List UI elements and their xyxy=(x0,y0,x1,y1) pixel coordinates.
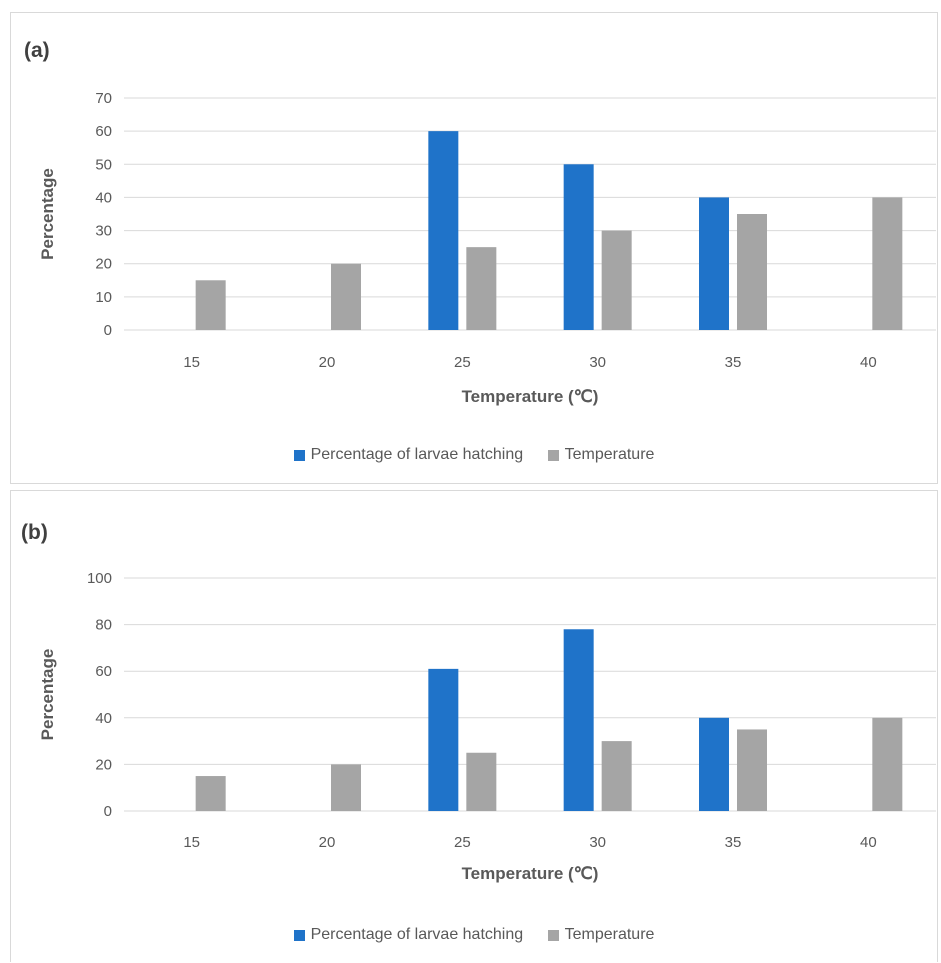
y-tick-label: 40 xyxy=(95,710,112,727)
x-tick-label: 35 xyxy=(725,834,742,851)
legend: Percentage of larvae hatching Temperatur… xyxy=(11,446,937,466)
bar-temperature xyxy=(872,717,903,811)
chart-panel-b: (b) 0 20 40 60 80 100 15 20 25 30 35 40 Temperature … xyxy=(10,490,938,962)
x-tick-label: 35 xyxy=(725,354,742,371)
bar-temperature xyxy=(601,230,632,330)
x-tick-label: 25 xyxy=(454,354,471,371)
bar-temperature xyxy=(331,263,361,330)
legend-item-temperature: Temperature xyxy=(547,926,655,944)
chart-panel-a: (a) 0 10 20 30 40 50 60 70 15 20 25 30 35 40 Temperatu… xyxy=(10,12,938,484)
legend-item-hatching: Percentage of larvae hatching xyxy=(293,446,524,464)
bar-larvae-hatching xyxy=(563,629,594,811)
y-tick-label: 0 xyxy=(104,803,112,820)
y-tick-label: 60 xyxy=(95,123,112,140)
legend-swatch-gray xyxy=(547,449,559,461)
x-tick-label: 30 xyxy=(589,354,606,371)
x-tick-label: 20 xyxy=(319,354,336,371)
panel-label: (b) xyxy=(21,521,48,544)
bar-temperature xyxy=(601,741,632,811)
bar-temperature xyxy=(737,729,767,811)
x-tick-label: 20 xyxy=(319,834,336,851)
legend-item-hatching: Percentage of larvae hatching xyxy=(293,926,524,944)
bar-temperature xyxy=(195,776,226,811)
x-tick-label: 25 xyxy=(454,834,471,851)
legend-label: Temperature xyxy=(564,926,655,943)
bar-larvae-hatching xyxy=(428,668,459,811)
y-tick-label: 70 xyxy=(95,90,112,107)
panel-label: (a) xyxy=(24,39,50,62)
legend-swatch-gray xyxy=(547,929,559,941)
x-tick-label: 40 xyxy=(860,354,877,371)
legend-label: Percentage of larvae hatching xyxy=(310,926,524,943)
bar-larvae-hatching xyxy=(699,717,729,811)
bar-temperature xyxy=(872,197,903,330)
bar-temperature xyxy=(331,764,361,811)
y-tick-label: 40 xyxy=(95,189,112,206)
x-axis-title: Temperature (℃) xyxy=(462,864,599,883)
bar-temperature xyxy=(466,247,497,330)
bar-chart-b: 0 20 40 60 80 100 15 20 25 30 35 40 Temperature (℃) P… xyxy=(38,570,936,883)
x-tick-label: 30 xyxy=(589,834,606,851)
y-tick-label: 80 xyxy=(95,617,112,634)
legend-swatch-blue xyxy=(293,929,305,941)
legend-label: Temperature xyxy=(564,446,655,463)
legend: Percentage of larvae hatching Temperatur… xyxy=(11,926,937,946)
y-tick-label: 20 xyxy=(95,756,112,773)
x-axis-title: Temperature (℃) xyxy=(462,387,599,406)
x-tick-label: 15 xyxy=(183,354,200,371)
bar-temperature xyxy=(737,214,767,330)
y-tick-label: 0 xyxy=(104,322,112,339)
bar-temperature xyxy=(466,752,497,811)
bar-larvae-hatching xyxy=(699,197,729,330)
y-tick-label: 100 xyxy=(87,570,112,587)
legend-label: Percentage of larvae hatching xyxy=(310,446,524,463)
y-axis-title: Percentage xyxy=(38,649,57,741)
legend-swatch-blue xyxy=(293,449,305,461)
bar-larvae-hatching xyxy=(428,131,459,330)
y-tick-label: 30 xyxy=(95,223,112,240)
bar-temperature xyxy=(195,280,226,330)
y-axis-title: Percentage xyxy=(38,168,57,260)
legend-item-temperature: Temperature xyxy=(547,446,655,464)
x-tick-label: 40 xyxy=(860,834,877,851)
bar-chart-a: 0 10 20 30 40 50 60 70 15 20 25 30 35 40 Temperature (… xyxy=(38,90,936,406)
y-tick-label: 20 xyxy=(95,256,112,273)
y-tick-label: 50 xyxy=(95,156,112,173)
y-tick-label: 10 xyxy=(95,289,112,306)
y-tick-label: 60 xyxy=(95,663,112,680)
bar-larvae-hatching xyxy=(563,164,594,330)
x-tick-label: 15 xyxy=(183,834,200,851)
